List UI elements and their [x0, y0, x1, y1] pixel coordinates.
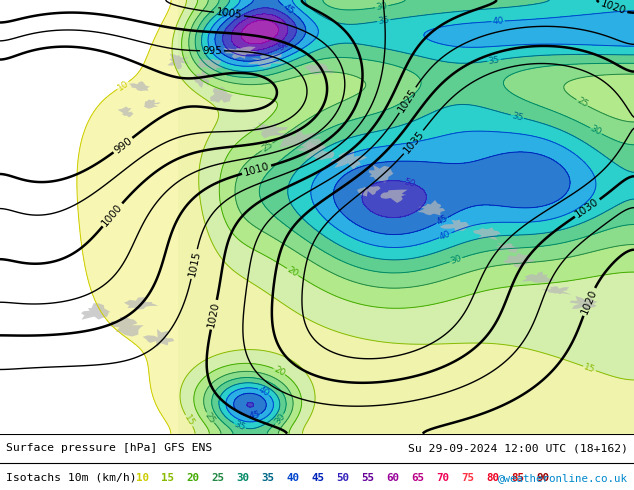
Text: 35: 35 — [261, 472, 275, 483]
Text: 45: 45 — [248, 410, 261, 421]
Text: 35: 35 — [233, 419, 247, 433]
Text: Surface pressure [hPa] GFS ENS: Surface pressure [hPa] GFS ENS — [6, 443, 212, 453]
Text: 15: 15 — [161, 472, 174, 483]
Text: 10: 10 — [115, 78, 130, 93]
Polygon shape — [417, 200, 445, 215]
Polygon shape — [503, 253, 536, 268]
Text: 25: 25 — [211, 472, 224, 483]
Polygon shape — [143, 329, 174, 347]
Polygon shape — [167, 54, 189, 69]
Polygon shape — [81, 303, 111, 320]
Text: 30: 30 — [375, 1, 388, 12]
Text: 50: 50 — [336, 472, 349, 483]
Polygon shape — [570, 296, 598, 310]
Polygon shape — [495, 243, 521, 253]
Text: 55: 55 — [361, 472, 374, 483]
Text: 30: 30 — [273, 412, 287, 426]
Text: 30: 30 — [588, 124, 603, 138]
Polygon shape — [541, 286, 572, 295]
Text: 1020: 1020 — [598, 0, 627, 17]
Polygon shape — [223, 47, 259, 59]
Text: 40: 40 — [286, 472, 299, 483]
Polygon shape — [197, 59, 224, 71]
Text: 60: 60 — [386, 472, 399, 483]
Polygon shape — [193, 68, 214, 88]
Text: 995: 995 — [202, 46, 222, 56]
Text: 25: 25 — [203, 411, 217, 425]
Text: Su 29-09-2024 12:00 UTC (18+162): Su 29-09-2024 12:00 UTC (18+162) — [408, 443, 628, 453]
Polygon shape — [247, 52, 290, 68]
Polygon shape — [296, 142, 334, 160]
Polygon shape — [357, 186, 380, 196]
Text: 1005: 1005 — [216, 7, 243, 21]
Text: 80: 80 — [486, 472, 499, 483]
Text: 1030: 1030 — [574, 196, 601, 220]
Text: 990: 990 — [112, 135, 134, 155]
Text: 85: 85 — [511, 472, 524, 483]
Text: 1025: 1025 — [396, 86, 419, 114]
Text: 35: 35 — [511, 111, 524, 122]
Text: 45: 45 — [311, 472, 324, 483]
Text: 30: 30 — [236, 472, 249, 483]
Text: @weatheronline.co.uk: @weatheronline.co.uk — [498, 472, 628, 483]
Text: 25: 25 — [260, 140, 275, 154]
Polygon shape — [439, 220, 477, 232]
Text: 90: 90 — [536, 472, 549, 483]
Text: 10: 10 — [136, 472, 150, 483]
Text: 40: 40 — [219, 6, 234, 21]
Text: 35: 35 — [377, 15, 390, 26]
Polygon shape — [129, 81, 150, 91]
Text: 1035: 1035 — [401, 129, 426, 155]
Text: 20: 20 — [186, 472, 199, 483]
Polygon shape — [522, 271, 556, 283]
Text: 75: 75 — [461, 472, 474, 483]
Text: 50: 50 — [277, 39, 292, 53]
Text: 30: 30 — [449, 254, 463, 266]
Polygon shape — [252, 122, 288, 138]
Polygon shape — [275, 126, 323, 151]
Text: 1015: 1015 — [186, 250, 202, 278]
Text: 25: 25 — [575, 96, 589, 110]
Polygon shape — [331, 150, 367, 170]
Polygon shape — [473, 227, 501, 241]
Text: 1020: 1020 — [579, 288, 598, 316]
Text: 20: 20 — [285, 265, 300, 279]
Polygon shape — [369, 165, 394, 183]
Polygon shape — [144, 99, 161, 109]
Text: 40: 40 — [257, 385, 271, 398]
Polygon shape — [304, 63, 335, 74]
Text: 50: 50 — [403, 177, 416, 189]
Text: 15: 15 — [583, 362, 597, 374]
Text: 45: 45 — [435, 214, 449, 227]
Text: 45: 45 — [281, 2, 295, 16]
Text: 1020: 1020 — [207, 301, 221, 329]
Text: 65: 65 — [411, 472, 424, 483]
Text: 70: 70 — [436, 472, 449, 483]
Text: Isotachs 10m (km/h): Isotachs 10m (km/h) — [6, 472, 137, 483]
Polygon shape — [210, 86, 234, 103]
Polygon shape — [117, 106, 133, 117]
Text: 40: 40 — [493, 17, 504, 26]
Text: 15: 15 — [182, 414, 196, 428]
Polygon shape — [380, 190, 408, 203]
Text: 1000: 1000 — [100, 201, 125, 228]
Polygon shape — [110, 317, 144, 337]
Text: 35: 35 — [488, 55, 500, 66]
Text: 40: 40 — [438, 229, 452, 242]
Polygon shape — [124, 297, 158, 310]
Text: 1010: 1010 — [243, 161, 271, 178]
Text: 20: 20 — [272, 365, 287, 378]
Bar — [178, 0, 634, 434]
